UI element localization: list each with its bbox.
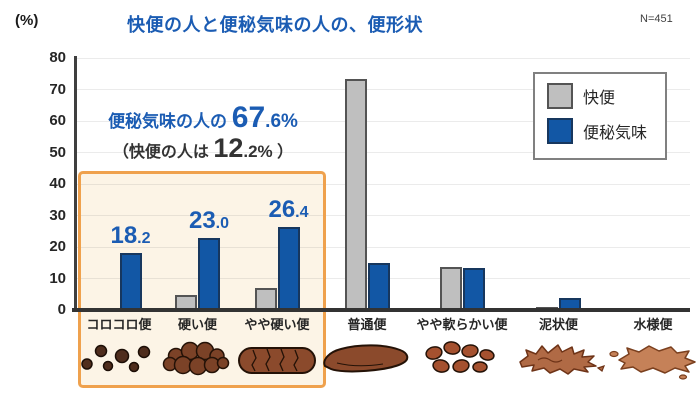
blue-swatch-icon — [547, 118, 573, 144]
gridline-50 — [76, 152, 690, 153]
annotation-callout: 便秘気味の人の 67.6% （快便の人は 12.2% ） — [78, 101, 328, 164]
gridline-30 — [76, 215, 690, 216]
bar-value-label-コロコロ便: 18.2 — [110, 221, 151, 249]
gridline-20 — [76, 246, 690, 248]
bar-便秘気味-コロコロ便 — [119, 252, 142, 310]
x-category-label-泥状便: 泥状便 — [538, 317, 579, 332]
bar-快便-やや硬い便 — [254, 288, 277, 310]
highlight-box-border — [78, 171, 326, 388]
y-tick-label-60: 60 — [49, 112, 66, 129]
y-tick-label-40: 40 — [49, 175, 66, 192]
y-tick-label-10: 10 — [49, 269, 66, 287]
mushy-splat-stool-icon — [519, 344, 606, 375]
sample-size-label: N=451 — [640, 13, 673, 25]
pellets-icon — [81, 344, 151, 373]
y-tick-label-80: 80 — [49, 49, 66, 66]
y-axis-line — [74, 56, 77, 312]
watery-splat-stool-icon — [609, 345, 696, 380]
gridline-70 — [76, 89, 690, 90]
legend-item-benpigimi: 便秘気味 — [547, 118, 665, 144]
y-tick-label-0: 0 — [57, 301, 66, 318]
gridline-40 — [76, 183, 690, 185]
legend: 快便 便秘気味 — [533, 72, 667, 160]
y-tick-label-20: 20 — [49, 238, 66, 255]
annotation-line1: 便秘気味の人の 67.6% — [108, 101, 298, 134]
x-category-label-水様便: 水様便 — [633, 317, 673, 332]
x-category-label-やや硬い便: やや硬い便 — [244, 317, 310, 332]
y-tick-label-30: 30 — [49, 206, 66, 224]
x-category-label-コロコロ便: コロコロ便 — [86, 317, 152, 332]
bar-value-label-硬い便: 23.0 — [188, 206, 230, 234]
smooth-sausage-stool-icon — [323, 344, 409, 373]
bar-便秘気味-やや硬い便 — [277, 226, 300, 310]
chart-title: 快便の人と便秘気味の人の、便形状 — [127, 15, 423, 35]
y-tick-label-50: 50 — [49, 143, 66, 161]
bar-便秘気味-泥状便 — [559, 297, 581, 310]
x-axis-line — [72, 308, 690, 312]
y-tick-label-70: 70 — [49, 80, 66, 98]
legend-label: 便秘気味 — [583, 125, 648, 142]
x-category-label-普通便: 普通便 — [347, 317, 387, 332]
annotation-line2: （快便の人は 12.2% ） — [112, 133, 294, 163]
bar-value-label-やや硬い便: 26.4 — [268, 195, 309, 223]
gridline-80 — [76, 57, 690, 59]
cracked-sausage-stool-icon — [238, 347, 316, 374]
bar-快便-普通便 — [344, 79, 367, 310]
y-axis-unit-label: (%) — [15, 12, 39, 29]
soft-blobs-stool-icon — [425, 341, 495, 373]
legend-label: 快便 — [583, 90, 616, 107]
legend-item-kaiben: 快便 — [547, 83, 665, 109]
gray-swatch-icon — [547, 83, 573, 109]
hard-lumpy-stool-icon — [162, 341, 230, 376]
gridline-60 — [76, 120, 690, 122]
bar-便秘気味-やや軟らかい便 — [462, 268, 485, 310]
bar-快便-硬い便 — [175, 294, 197, 310]
x-category-label-硬い便: 硬い便 — [177, 317, 218, 332]
x-category-label-やや軟らかい便: やや軟らかい便 — [416, 317, 508, 332]
bar-便秘気味-普通便 — [367, 262, 390, 310]
bar-快便-やや軟らかい便 — [439, 267, 462, 310]
bar-便秘気味-硬い便 — [198, 237, 220, 310]
